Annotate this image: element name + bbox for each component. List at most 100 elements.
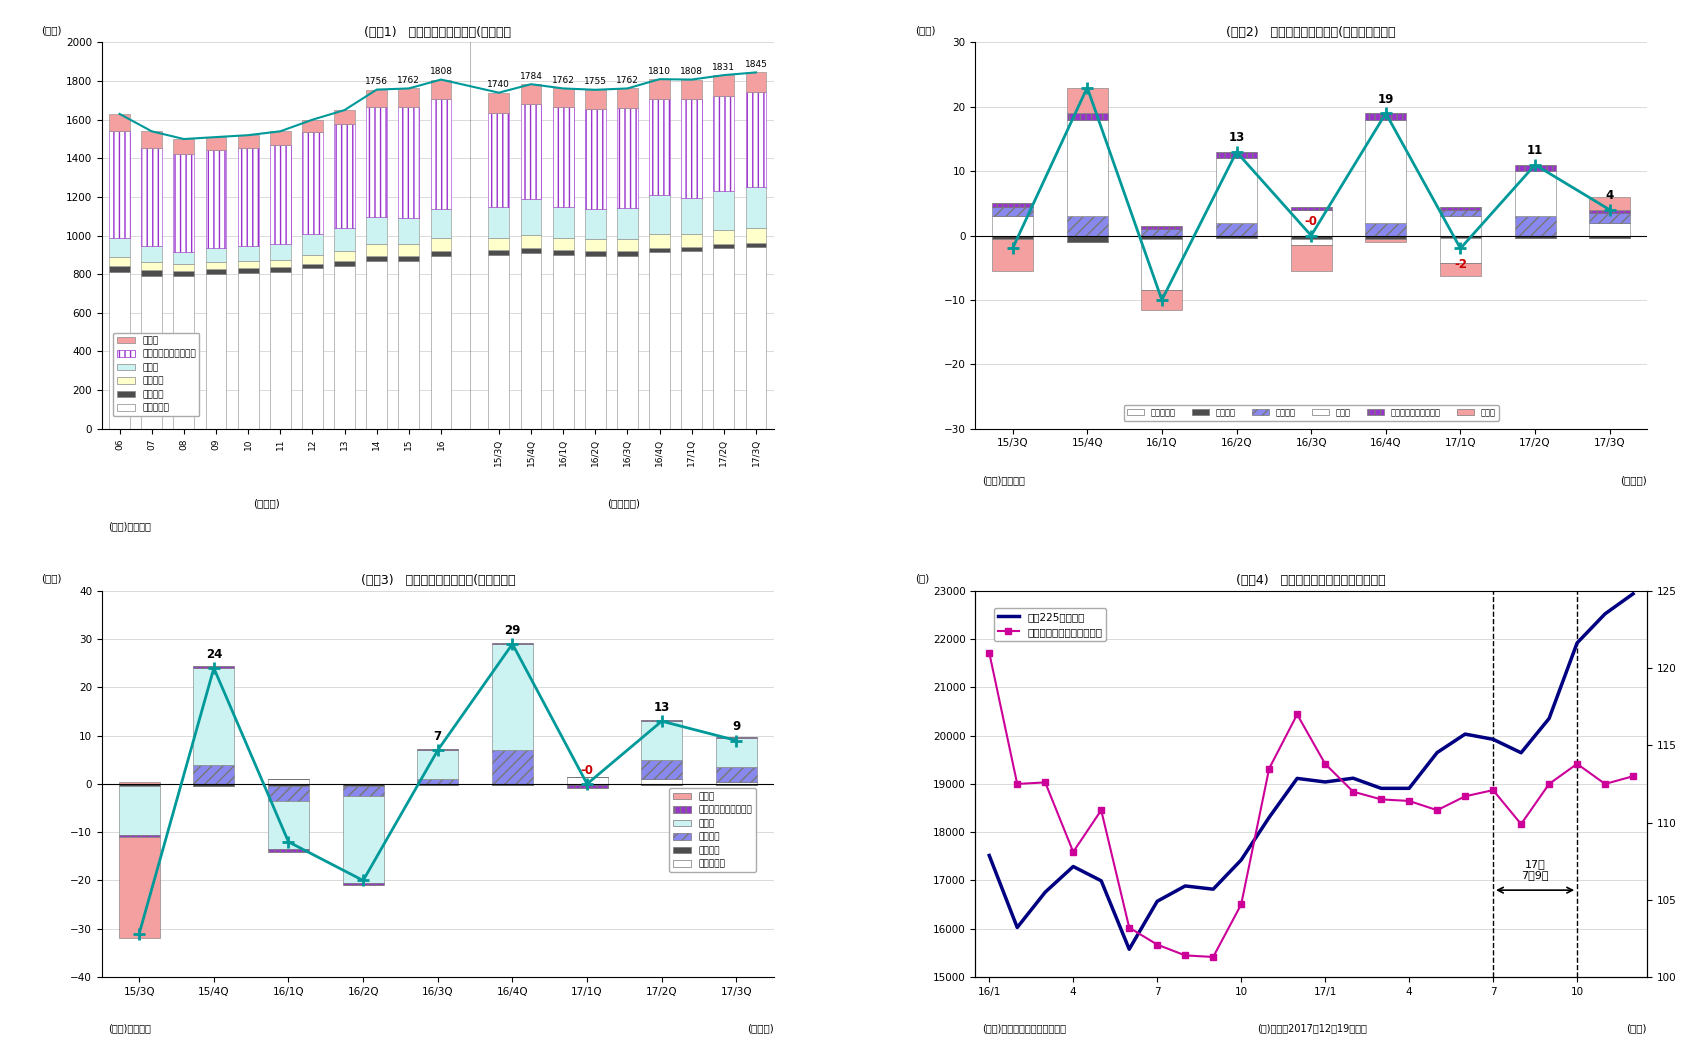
Bar bbox=[270, 260, 290, 268]
Bar bbox=[268, 801, 309, 850]
Bar bbox=[649, 195, 671, 234]
Bar bbox=[567, 776, 608, 784]
Bar bbox=[1515, 165, 1555, 171]
Bar bbox=[1515, 236, 1555, 238]
Bar bbox=[1216, 158, 1257, 223]
Bar bbox=[713, 249, 734, 429]
Text: 1756: 1756 bbox=[365, 78, 389, 86]
Bar bbox=[1216, 223, 1257, 236]
Bar bbox=[270, 144, 290, 244]
Bar bbox=[642, 721, 683, 759]
Bar bbox=[268, 780, 309, 784]
Bar bbox=[399, 218, 419, 244]
Bar bbox=[399, 107, 419, 218]
Bar bbox=[554, 255, 574, 429]
Bar bbox=[1141, 290, 1182, 310]
Bar bbox=[1589, 223, 1630, 236]
Bar bbox=[367, 256, 387, 260]
Bar bbox=[343, 796, 384, 883]
Bar bbox=[109, 132, 131, 238]
Bar bbox=[584, 109, 606, 209]
Text: (兆円): (兆円) bbox=[41, 24, 61, 35]
Text: 1808: 1808 bbox=[681, 67, 703, 76]
日経225平均株価 bbox=[1567, 636, 1588, 649]
Bar bbox=[1290, 239, 1331, 245]
Bar bbox=[399, 256, 419, 260]
Bar bbox=[399, 260, 419, 429]
Bar bbox=[1365, 114, 1406, 120]
Bar bbox=[1440, 236, 1481, 238]
Text: -2: -2 bbox=[1453, 258, 1467, 271]
Text: 4: 4 bbox=[1606, 189, 1613, 202]
ドル円レート（右メモリ） bbox=[1426, 804, 1447, 817]
Bar bbox=[194, 765, 234, 784]
日経225平均株価 bbox=[1148, 895, 1168, 908]
日経225平均株価 bbox=[1231, 854, 1251, 867]
ドル円レート（右メモリ） bbox=[1175, 949, 1195, 962]
Bar bbox=[521, 84, 542, 104]
Text: 11: 11 bbox=[1527, 144, 1543, 157]
ドル円レート（右メモリ） bbox=[1482, 784, 1503, 796]
Text: 24: 24 bbox=[205, 648, 222, 661]
Bar bbox=[302, 269, 323, 429]
日経225平均株価 bbox=[1594, 607, 1615, 620]
Title: (図袆4)   株価と為替の推移（月次終値）: (図袆4) 株価と為替の推移（月次終値） bbox=[1236, 573, 1386, 587]
Bar bbox=[1141, 236, 1182, 239]
Bar bbox=[119, 782, 160, 784]
Bar bbox=[1515, 217, 1555, 236]
Bar bbox=[745, 228, 766, 243]
Bar bbox=[367, 260, 387, 429]
Bar bbox=[268, 850, 309, 852]
Bar bbox=[141, 132, 161, 148]
日経225平均株価 bbox=[1314, 775, 1335, 788]
日経225平均株価 bbox=[1399, 782, 1420, 794]
Bar bbox=[616, 256, 638, 429]
Bar bbox=[1440, 217, 1481, 236]
Bar bbox=[1440, 207, 1481, 210]
ドル円レート（右メモリ） bbox=[1455, 790, 1476, 803]
Bar bbox=[642, 720, 683, 721]
日経225平均株価 bbox=[1511, 747, 1532, 759]
Bar bbox=[584, 90, 606, 109]
Text: 9: 9 bbox=[732, 720, 740, 733]
Bar bbox=[745, 72, 766, 92]
Bar bbox=[554, 251, 574, 255]
Bar bbox=[681, 80, 703, 100]
Bar bbox=[713, 191, 734, 230]
日経225平均株価 bbox=[1370, 782, 1391, 794]
Bar bbox=[335, 110, 355, 123]
Text: (四半期): (四半期) bbox=[1620, 475, 1647, 484]
Bar bbox=[681, 100, 703, 198]
Bar bbox=[141, 271, 161, 276]
Bar bbox=[418, 750, 458, 780]
Bar bbox=[1290, 236, 1331, 239]
Bar bbox=[1216, 236, 1257, 238]
Bar bbox=[1141, 229, 1182, 236]
ドル円レート（右メモリ） bbox=[1594, 777, 1615, 790]
Bar bbox=[717, 737, 757, 738]
Bar bbox=[992, 236, 1032, 239]
Bar bbox=[1066, 114, 1107, 120]
Bar bbox=[141, 276, 161, 429]
Bar bbox=[554, 107, 574, 207]
Bar bbox=[173, 154, 194, 252]
Bar bbox=[173, 263, 194, 271]
Bar bbox=[335, 266, 355, 429]
Bar bbox=[1440, 238, 1481, 263]
日経225平均株価 bbox=[1007, 921, 1027, 933]
ドル円レート（右メモリ） bbox=[1202, 950, 1223, 963]
Bar bbox=[173, 276, 194, 429]
ドル円レート（右メモリ） bbox=[1036, 776, 1056, 789]
Bar bbox=[431, 239, 452, 251]
Text: -0: -0 bbox=[1304, 215, 1318, 228]
Bar bbox=[205, 150, 226, 249]
Bar bbox=[521, 249, 542, 253]
Bar bbox=[194, 666, 234, 668]
Bar bbox=[1066, 120, 1107, 217]
Bar bbox=[1515, 171, 1555, 217]
Bar bbox=[584, 209, 606, 239]
Bar bbox=[205, 274, 226, 429]
Bar bbox=[492, 643, 533, 644]
日経225平均株価 bbox=[1482, 733, 1503, 746]
Bar bbox=[681, 246, 703, 251]
